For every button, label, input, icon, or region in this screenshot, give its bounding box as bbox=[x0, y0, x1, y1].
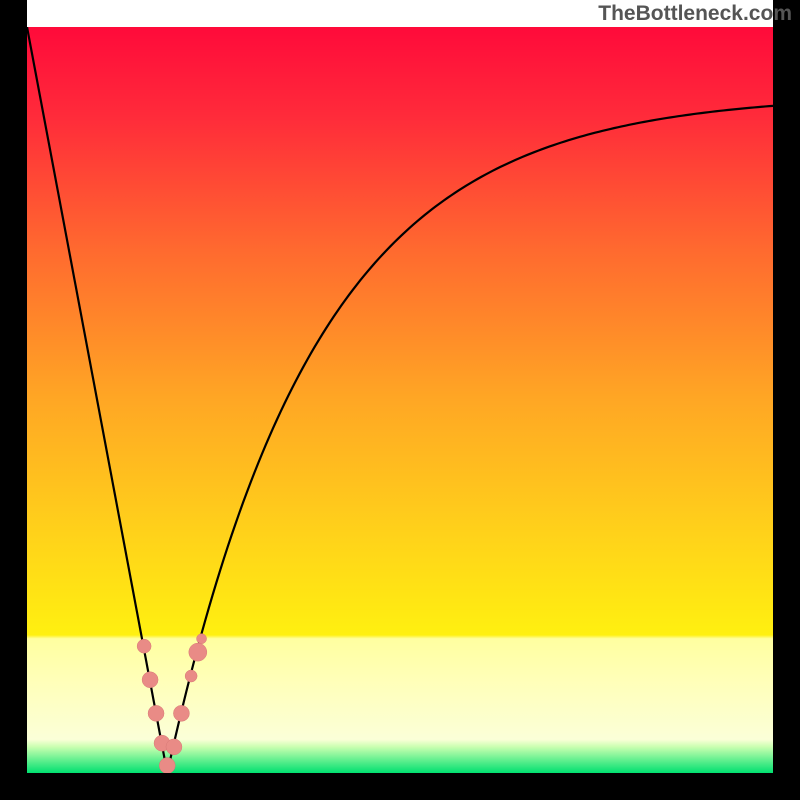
bottleneck-chart: TheBottleneck.com bbox=[0, 0, 800, 800]
chart-svg bbox=[0, 0, 800, 800]
watermark-text: TheBottleneck.com bbox=[598, 2, 792, 26]
